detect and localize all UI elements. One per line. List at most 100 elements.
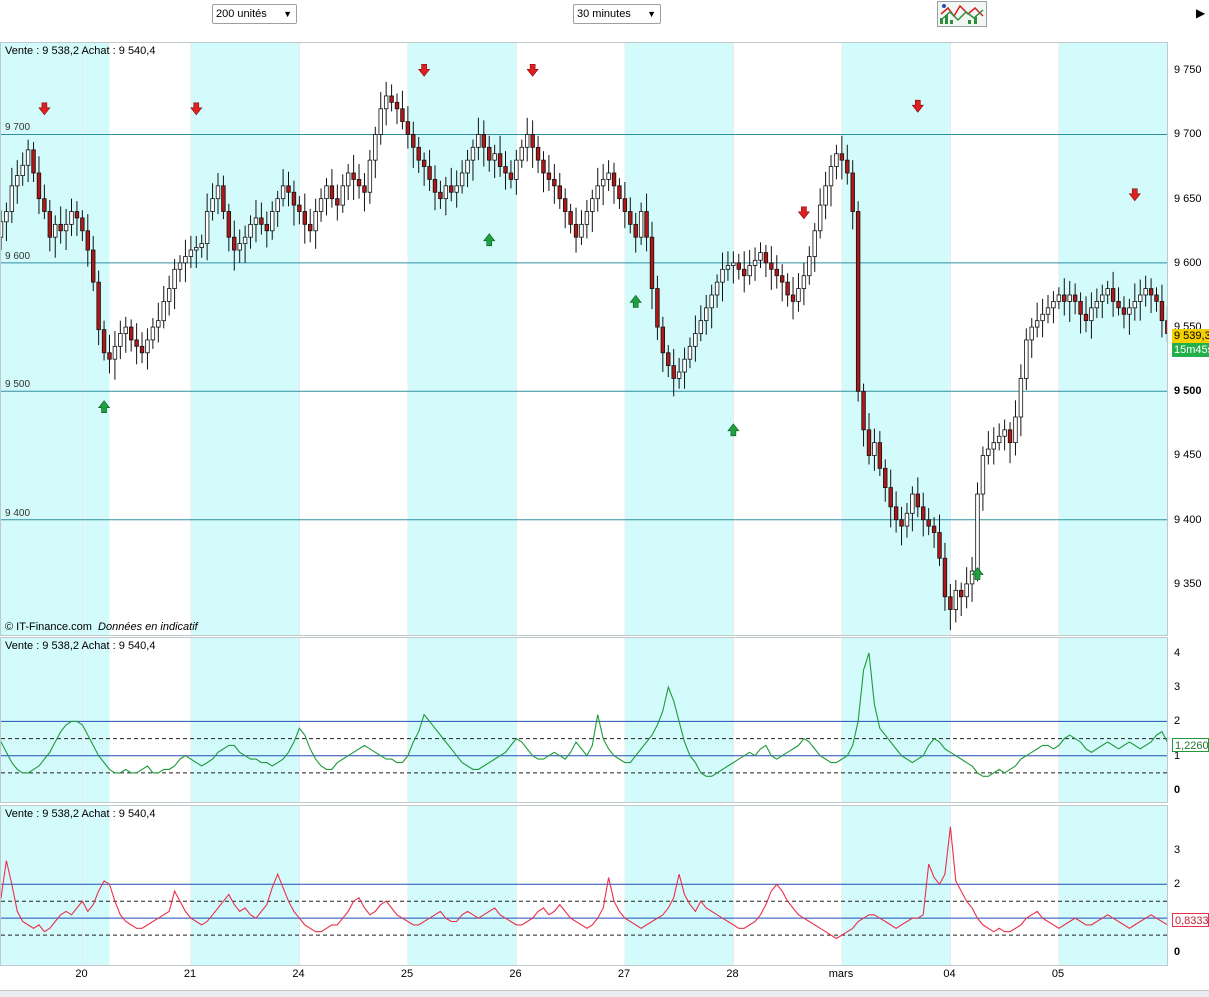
candle — [324, 178, 329, 216]
candle — [931, 517, 937, 548]
candle — [742, 251, 747, 293]
candle — [704, 294, 709, 335]
candle — [921, 492, 926, 537]
candle — [904, 503, 910, 538]
candle — [1, 210, 4, 251]
candle — [1062, 278, 1067, 316]
candle — [4, 202, 9, 242]
candle — [351, 155, 356, 200]
candle — [9, 167, 15, 224]
candle — [318, 188, 324, 222]
candle — [1159, 284, 1165, 338]
time-axis-tick: 04 — [943, 968, 956, 980]
candle — [834, 144, 839, 180]
candle — [530, 120, 535, 168]
interval-select[interactable]: 30 minutes ▼ — [573, 4, 661, 24]
candle — [101, 320, 107, 361]
day-shade-1 — [191, 806, 300, 965]
units-select[interactable]: 200 unités ▼ — [212, 4, 297, 24]
candle — [698, 305, 704, 342]
candle — [752, 247, 758, 281]
indicator-chart-1[interactable] — [1, 638, 1167, 802]
day-shade-0 — [1, 43, 110, 635]
candle — [855, 201, 861, 402]
time-axis-tick: 24 — [292, 968, 305, 980]
day-shade-1 — [191, 43, 300, 635]
candle — [232, 220, 237, 271]
candle — [953, 580, 958, 623]
candle — [253, 199, 259, 243]
indicator-panel-1: Vente : 9 538,2 Achat : 9 540,4 — [0, 637, 1168, 803]
candle — [166, 275, 172, 316]
candle — [280, 169, 286, 207]
price-axis-tick: 9 600 — [1174, 256, 1202, 269]
sell-quote: Vente : 9 538,2 — [5, 640, 80, 652]
price-axis-tick: 9 650 — [1174, 192, 1202, 205]
candle — [362, 172, 367, 212]
candle — [828, 155, 834, 207]
sell-signal-arrow-icon — [1128, 188, 1141, 202]
candle — [74, 201, 80, 236]
indicator-axis-tick: 2 — [1174, 878, 1181, 891]
time-axis: 20 21 24 25 26 27 28 mars 04 05 — [0, 966, 1168, 990]
price-axis-tick: 9 450 — [1174, 449, 1202, 462]
sell-quote: Vente : 9 538,2 — [5, 45, 80, 57]
candle — [313, 198, 318, 249]
candle — [682, 347, 687, 389]
candle — [986, 431, 991, 465]
candle — [481, 120, 487, 167]
time-axis-tick: 26 — [509, 968, 522, 980]
price-axis-tick: 9 400 — [1174, 513, 1202, 526]
candle — [926, 508, 931, 536]
price-axis-tick: 9 700 — [1174, 128, 1202, 141]
indicator-axis-tick: 3 — [1174, 681, 1181, 694]
candle — [644, 193, 649, 252]
candle — [340, 174, 345, 213]
candle — [1132, 283, 1138, 321]
indicator-axis-tick: 0 — [1174, 946, 1181, 958]
indicator-chart-2[interactable] — [1, 806, 1167, 965]
candle — [470, 139, 476, 181]
candle — [459, 160, 465, 194]
candle — [595, 167, 600, 212]
grid-level-label: 9 600 — [5, 250, 31, 262]
candle — [69, 198, 74, 236]
candle — [525, 117, 530, 162]
candle — [400, 90, 405, 130]
candle — [1078, 292, 1083, 334]
candle — [291, 180, 297, 226]
candle — [47, 199, 53, 252]
candle — [210, 183, 215, 221]
candle — [747, 250, 752, 285]
indicator-1-value-badge: 1,2260 — [1172, 738, 1209, 752]
candle — [172, 259, 177, 310]
scroll-right-icon[interactable]: ▶ — [1196, 6, 1206, 20]
candle — [568, 203, 573, 234]
candle — [275, 190, 280, 227]
candle — [725, 251, 731, 281]
candle — [345, 164, 351, 200]
candle — [687, 337, 693, 369]
indicator-panel-2: Vente : 9 538,2 Achat : 9 540,4 — [0, 805, 1168, 966]
candle — [758, 242, 763, 269]
candle — [156, 302, 161, 343]
last-price-badge: 9 539,3 — [1172, 329, 1209, 343]
indicator-axis-tick: 1 — [1174, 749, 1181, 762]
grid-level-label: 9 400 — [5, 507, 31, 519]
sell-signal-arrow-icon — [190, 102, 203, 116]
quote-label: Vente : 9 538,2 Achat : 9 540,4 — [5, 808, 155, 820]
chart-tools-button[interactable] — [937, 1, 987, 27]
candle — [139, 332, 145, 364]
grid-level-label: 9 700 — [5, 122, 31, 134]
day-shade-1 — [191, 638, 300, 802]
credit-note: Données en indicatif — [98, 621, 198, 633]
day-shade-2 — [408, 43, 517, 635]
price-chart[interactable] — [1, 43, 1167, 635]
time-axis-tick: 28 — [726, 968, 739, 980]
candle — [53, 215, 58, 258]
candle — [194, 235, 199, 269]
candle — [128, 319, 134, 352]
candle — [63, 208, 69, 251]
candle — [1051, 291, 1056, 324]
buy-quote: Achat : 9 540,4 — [81, 640, 156, 652]
